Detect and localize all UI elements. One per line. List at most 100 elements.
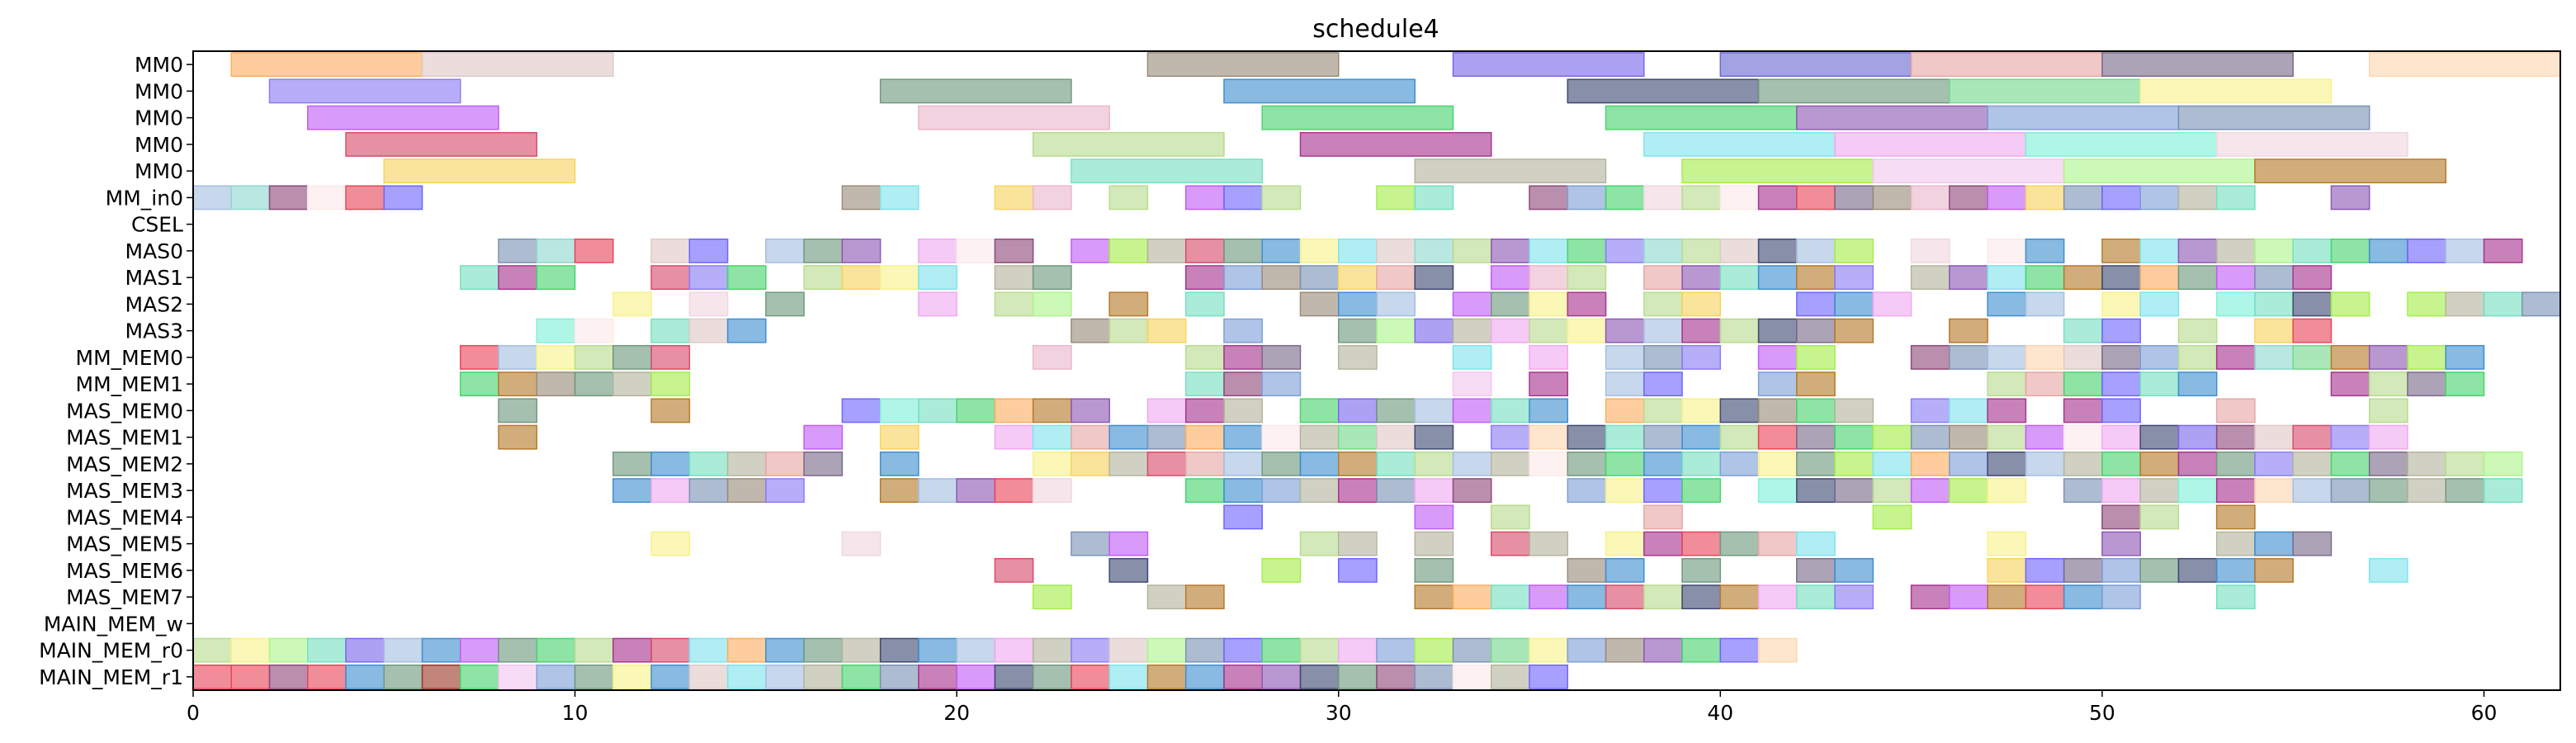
task-bar-46 bbox=[1108, 185, 1149, 211]
task-bar-265 bbox=[1796, 372, 1836, 397]
task-bar-510 bbox=[421, 637, 461, 663]
task-bar-277 bbox=[650, 398, 691, 424]
task-bar-378 bbox=[1910, 451, 1950, 476]
task-bar-345 bbox=[2292, 424, 2333, 450]
task-bar-269 bbox=[2101, 372, 2141, 397]
task-bar-170 bbox=[1529, 291, 1569, 317]
task-bar-223 bbox=[650, 344, 691, 370]
task-bar-208 bbox=[1719, 318, 1760, 343]
row-label-1: MM0 bbox=[135, 79, 183, 103]
row-label-7: MAS0 bbox=[125, 239, 183, 263]
task-bar-401 bbox=[956, 478, 996, 504]
task-bar-487 bbox=[1491, 584, 1530, 610]
task-bar-404 bbox=[1184, 478, 1225, 504]
task-bar-564 bbox=[879, 664, 919, 689]
task-bar-2 bbox=[1146, 52, 1340, 78]
task-bar-17 bbox=[1261, 105, 1454, 130]
task-bar-495 bbox=[1796, 584, 1836, 610]
task-bar-373 bbox=[1719, 451, 1760, 476]
task-bar-397 bbox=[726, 478, 767, 504]
task-bar-0 bbox=[230, 52, 423, 78]
task-bar-207 bbox=[1681, 318, 1722, 343]
task-bar-117 bbox=[2483, 238, 2523, 263]
task-bar-242 bbox=[2139, 344, 2180, 370]
task-bar-314 bbox=[1071, 424, 1110, 450]
task-bar-550 bbox=[345, 664, 385, 689]
task-bar-259 bbox=[1261, 372, 1302, 397]
task-bar-110 bbox=[2215, 238, 2256, 263]
task-bar-529 bbox=[1146, 637, 1187, 663]
task-bar-299 bbox=[1757, 398, 1798, 424]
task-bar-167 bbox=[1376, 291, 1416, 317]
task-bar-374 bbox=[1757, 451, 1798, 476]
row-label-18: MAS_MEM5 bbox=[66, 532, 183, 556]
task-bar-465 bbox=[1261, 557, 1302, 583]
task-bar-480 bbox=[2254, 557, 2294, 583]
task-bar-183 bbox=[2292, 291, 2333, 317]
task-bar-111 bbox=[2254, 238, 2294, 263]
task-bar-116 bbox=[2445, 238, 2485, 263]
task-bar-466 bbox=[1337, 557, 1378, 583]
task-bar-296 bbox=[1643, 398, 1683, 424]
task-bar-481 bbox=[2368, 557, 2408, 583]
task-bar-22 bbox=[345, 131, 538, 157]
task-bar-524 bbox=[956, 637, 996, 663]
task-bar-549 bbox=[307, 664, 347, 689]
task-bar-151 bbox=[2101, 265, 2141, 291]
task-bar-113 bbox=[2330, 238, 2370, 263]
task-bar-457 bbox=[1796, 531, 1836, 556]
task-bar-137 bbox=[1491, 265, 1530, 291]
task-bar-250 bbox=[2445, 344, 2485, 370]
task-bar-470 bbox=[1681, 557, 1722, 583]
task-bar-159 bbox=[765, 291, 805, 317]
task-bar-441 bbox=[2139, 504, 2180, 530]
task-bar-485 bbox=[1414, 584, 1454, 610]
task-bar-166 bbox=[1337, 291, 1378, 317]
plot-frame bbox=[192, 50, 2561, 691]
task-bar-412 bbox=[1567, 478, 1607, 504]
task-bar-555 bbox=[536, 664, 576, 689]
task-bar-194 bbox=[1071, 318, 1110, 343]
task-bar-155 bbox=[2254, 265, 2294, 291]
task-bar-24 bbox=[1299, 131, 1492, 157]
task-bar-489 bbox=[1567, 584, 1607, 610]
task-bar-313 bbox=[1032, 424, 1072, 450]
task-bar-370 bbox=[1605, 451, 1645, 476]
task-bar-538 bbox=[1491, 637, 1530, 663]
task-bar-172 bbox=[1643, 291, 1683, 317]
task-bar-27 bbox=[2025, 131, 2218, 157]
task-bar-535 bbox=[1376, 637, 1416, 663]
task-bar-424 bbox=[2101, 478, 2141, 504]
task-bar-286 bbox=[1184, 398, 1225, 424]
task-bar-63 bbox=[1949, 185, 1988, 211]
task-bar-154 bbox=[2215, 265, 2256, 291]
task-bar-353 bbox=[803, 451, 844, 476]
task-bar-216 bbox=[2254, 318, 2294, 343]
task-bar-444 bbox=[841, 531, 882, 556]
task-bar-380 bbox=[1987, 451, 2027, 476]
task-bar-340 bbox=[2101, 424, 2141, 450]
task-bar-389 bbox=[2330, 451, 2370, 476]
task-bar-405 bbox=[1223, 478, 1263, 504]
task-bar-180 bbox=[2139, 291, 2180, 317]
task-bar-228 bbox=[1337, 344, 1378, 370]
task-bar-305 bbox=[2063, 398, 2103, 424]
chart-title: schedule4 bbox=[1312, 15, 1439, 44]
task-bar-467 bbox=[1414, 557, 1454, 583]
task-bar-55 bbox=[1643, 185, 1683, 211]
task-bar-365 bbox=[1414, 451, 1454, 476]
task-bar-506 bbox=[268, 637, 309, 663]
task-bar-558 bbox=[650, 664, 691, 689]
task-bar-372 bbox=[1681, 451, 1722, 476]
task-bar-52 bbox=[1529, 185, 1569, 211]
task-bar-326 bbox=[1567, 424, 1607, 450]
row-label-17: MAS_MEM4 bbox=[66, 505, 183, 529]
task-bar-13 bbox=[1949, 78, 2141, 104]
task-bar-85 bbox=[1146, 238, 1187, 263]
task-bar-552 bbox=[421, 664, 461, 689]
task-bar-352 bbox=[765, 451, 805, 476]
task-bar-381 bbox=[2025, 451, 2065, 476]
row-label-20: MAS_MEM7 bbox=[66, 585, 183, 609]
task-bar-107 bbox=[2101, 238, 2141, 263]
task-bar-149 bbox=[2025, 265, 2065, 291]
